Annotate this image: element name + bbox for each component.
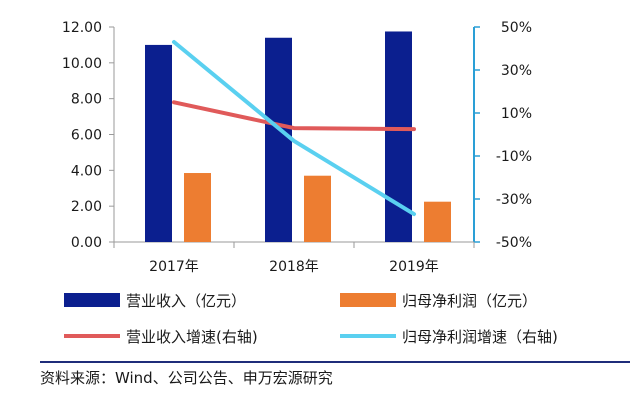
right-axis-tick-label: -30%: [496, 192, 532, 208]
x-axis-tick-label: 2019年: [389, 259, 439, 275]
legend-label: 营业收入（亿元）: [126, 292, 246, 310]
left-axis-tick-label: 0.00: [71, 235, 102, 251]
bar-net-profit: [184, 173, 211, 242]
bar-revenue: [265, 37, 292, 242]
legend-swatch-bar: [64, 293, 120, 307]
left-axis-tick-label: 4.00: [71, 163, 102, 179]
legend-label: 归母净利润增速（右轴): [402, 328, 558, 346]
legend-label: 归母净利润（亿元）: [402, 292, 537, 310]
right-axis-tick-label: -10%: [496, 149, 532, 165]
left-axis-tick-label: 12.00: [62, 20, 102, 36]
source-divider: [40, 361, 630, 363]
bar-net-profit: [424, 201, 451, 242]
x-axis-tick-label: 2018年: [269, 259, 319, 275]
left-axis-tick-label: 8.00: [71, 92, 102, 108]
right-axis-tick-label: -50%: [496, 235, 532, 251]
bar-net-profit: [304, 175, 331, 242]
right-axis-tick-label: 10%: [501, 106, 532, 122]
legend-swatch-bar: [340, 293, 396, 307]
right-axis-tick-label: 30%: [501, 63, 532, 79]
left-axis-tick-label: 2.00: [71, 199, 102, 215]
x-axis-tick-label: 2017年: [149, 259, 199, 275]
legend-label: 营业收入增速(右轴): [126, 328, 258, 346]
left-axis-tick-label: 6.00: [71, 128, 102, 144]
source-note: 资料来源：Wind、公司公告、申万宏源研究: [40, 369, 333, 387]
line-revenue-growth: [172, 100, 416, 132]
bar-revenue: [145, 44, 172, 242]
left-axis-tick-label: 10.00: [62, 56, 102, 72]
line-net-profit-growth: [172, 40, 416, 217]
right-axis-tick-label: 50%: [501, 20, 532, 36]
